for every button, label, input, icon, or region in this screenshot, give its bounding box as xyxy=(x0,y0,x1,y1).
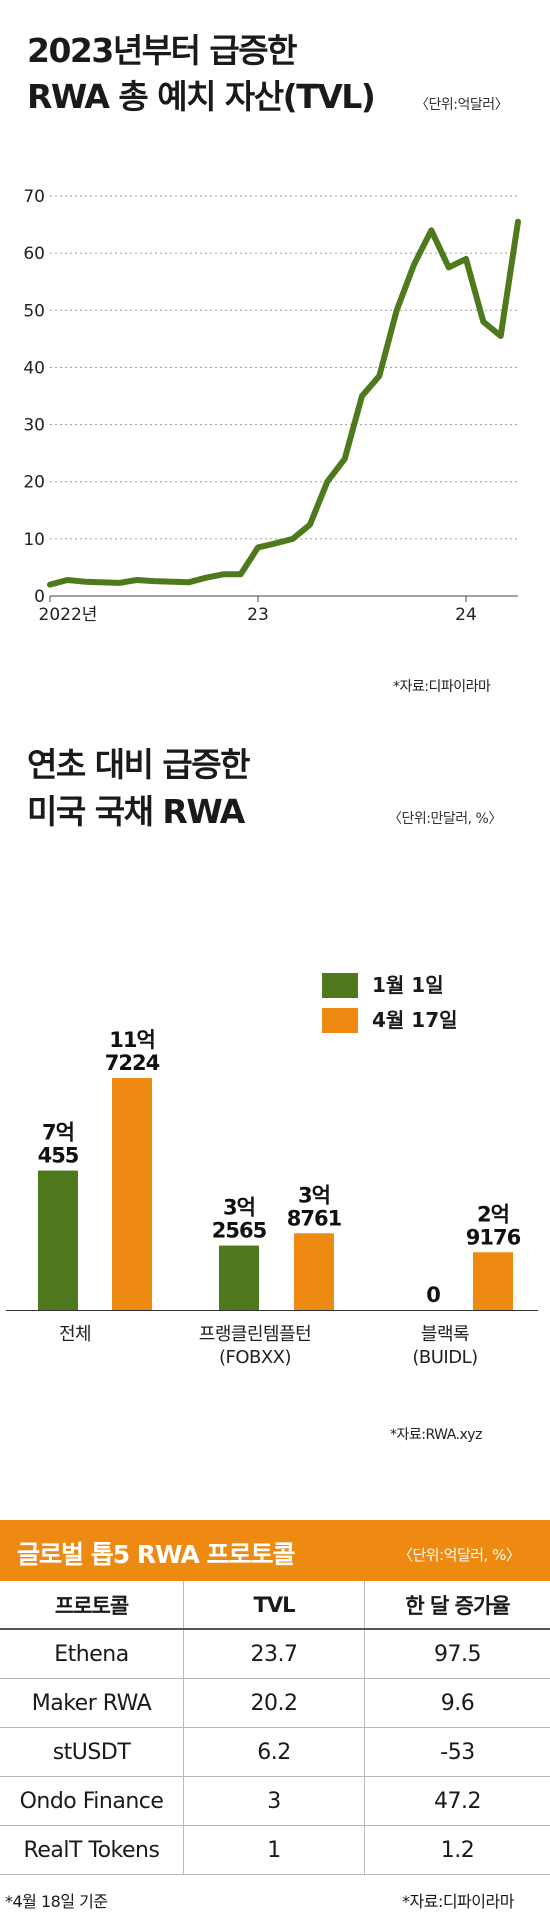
legend-swatch-apr xyxy=(322,1008,358,1033)
cell-tvl: 23.7 xyxy=(183,1629,365,1679)
y-tick-label: 70 xyxy=(23,187,45,207)
cell-protocol: Maker RWA xyxy=(0,1678,184,1728)
chart1-source: *자료:디파이라마 xyxy=(393,679,491,695)
chart2-source: *자료:RWA.xyz xyxy=(390,1427,482,1443)
x-tick-label: 24 xyxy=(455,605,477,625)
y-tick-label: 20 xyxy=(23,473,45,493)
category-label: 블랙록 xyxy=(421,1324,469,1345)
chart1-unit: 〈단위:억달러〉 xyxy=(415,97,509,113)
bar-value-label: 2억 xyxy=(477,1202,509,1226)
x-tick-label: 23 xyxy=(247,605,269,625)
table-row: Maker RWA 20.2 9.6 xyxy=(0,1678,550,1728)
cell-growth: -53 xyxy=(364,1727,550,1777)
bar-value-label: 3억 xyxy=(223,1196,255,1220)
header-protocol: 프로토콜 xyxy=(0,1581,184,1630)
table-footnote-source: *자료:디파이라마 xyxy=(402,1892,514,1911)
bar-jan xyxy=(219,1245,259,1310)
cell-protocol: Ondo Finance xyxy=(0,1776,184,1826)
chart1-y-tick-labels: 0 10 20 30 40 50 60 70 xyxy=(23,187,45,607)
chart1-title-line2: RWA 총 예치 자산(TVL) xyxy=(27,77,376,116)
bar-apr xyxy=(112,1078,152,1310)
header-tvl: TVL xyxy=(183,1581,365,1630)
category-label: (BUIDL) xyxy=(412,1347,477,1368)
cell-protocol: stUSDT xyxy=(0,1727,184,1777)
y-tick-label: 60 xyxy=(23,244,45,264)
table-title: 글로벌 톱5 RWA 프로토콜 xyxy=(17,1540,296,1569)
bar-value-label: 0 xyxy=(426,1283,440,1307)
category-label: 프랭클린템플턴 xyxy=(199,1324,311,1345)
table-row: stUSDT 6.2 -53 xyxy=(0,1727,550,1777)
table-row: Ondo Finance 3 47.2 xyxy=(0,1776,550,1826)
cell-tvl: 3 xyxy=(183,1776,365,1826)
table-row: Ethena 23.7 97.5 xyxy=(0,1629,550,1679)
cell-protocol: RealT Tokens xyxy=(0,1825,184,1875)
chart1-title-line1: 2023년부터 급증한 xyxy=(27,31,298,70)
legend-label-jan: 1월 1일 xyxy=(372,973,444,997)
table-header-bar xyxy=(0,1520,550,1581)
cell-tvl: 1 xyxy=(183,1825,365,1875)
bar-jan xyxy=(38,1170,78,1310)
cell-tvl: 20.2 xyxy=(183,1678,365,1728)
chart1-gridlines xyxy=(50,195,518,597)
y-tick-label: 10 xyxy=(23,530,45,550)
cell-protocol: Ethena xyxy=(0,1629,184,1679)
legend-swatch-jan xyxy=(322,973,358,998)
cell-growth: 47.2 xyxy=(364,1776,550,1826)
category-label: 전체 xyxy=(59,1324,91,1345)
cell-growth: 1.2 xyxy=(364,1825,550,1875)
chart2-title-line2: 미국 국채 RWA xyxy=(27,792,245,831)
chart2-unit: 〈단위:만달러, %〉 xyxy=(388,811,502,827)
bar-value-label: 7억 xyxy=(42,1121,74,1145)
y-tick-label: 30 xyxy=(23,416,45,436)
cell-growth: 97.5 xyxy=(364,1629,550,1679)
table-footnote-date: *4월 18일 기준 xyxy=(5,1892,108,1911)
bar-apr xyxy=(473,1252,513,1310)
x-tick-label: 2022년 xyxy=(39,605,98,625)
bar-value-label: 11억 xyxy=(109,1028,155,1052)
chart2-bars xyxy=(38,1078,513,1310)
chart2-title-line1: 연초 대비 급증한 xyxy=(27,745,251,784)
legend-label-apr: 4월 17일 xyxy=(372,1008,458,1032)
protocol-table: 프로토콜 TVL 한 달 증가율 Ethena 23.7 97.5 Maker … xyxy=(0,1581,550,1875)
bar-apr xyxy=(294,1233,334,1310)
table-unit: 〈단위:억달러, %〉 xyxy=(398,1546,521,1564)
bar-value-label: 3억 xyxy=(298,1183,330,1207)
cell-growth: 9.6 xyxy=(364,1678,550,1728)
cell-tvl: 6.2 xyxy=(183,1727,365,1777)
chart1-x-tick-labels: 2022년 23 24 xyxy=(39,596,477,625)
bar-value-label: 9176 xyxy=(466,1225,521,1249)
header-monthly-growth: 한 달 증가율 xyxy=(364,1581,550,1630)
bar-value-label: 455 xyxy=(38,1144,79,1168)
chart2-category-labels: 전체 프랭클린템플턴(FOBXX) 블랙록(BUIDL) xyxy=(59,1324,478,1368)
bar-value-label: 2565 xyxy=(212,1219,267,1243)
chart1-line-chart: 0 10 20 30 40 50 60 70 2022년 23 24 xyxy=(23,187,521,625)
y-tick-label: 0 xyxy=(34,587,45,607)
bar-value-label: 7224 xyxy=(105,1051,160,1075)
bar-value-label: 8761 xyxy=(287,1206,342,1230)
y-tick-label: 50 xyxy=(23,301,45,321)
table-row: RealT Tokens 1 1.2 xyxy=(0,1825,550,1875)
chart1-series-line xyxy=(47,218,521,588)
category-label: (FOBXX) xyxy=(219,1347,291,1368)
table-header-row: 프로토콜 TVL 한 달 증가율 xyxy=(0,1581,550,1630)
y-tick-label: 40 xyxy=(23,358,45,378)
